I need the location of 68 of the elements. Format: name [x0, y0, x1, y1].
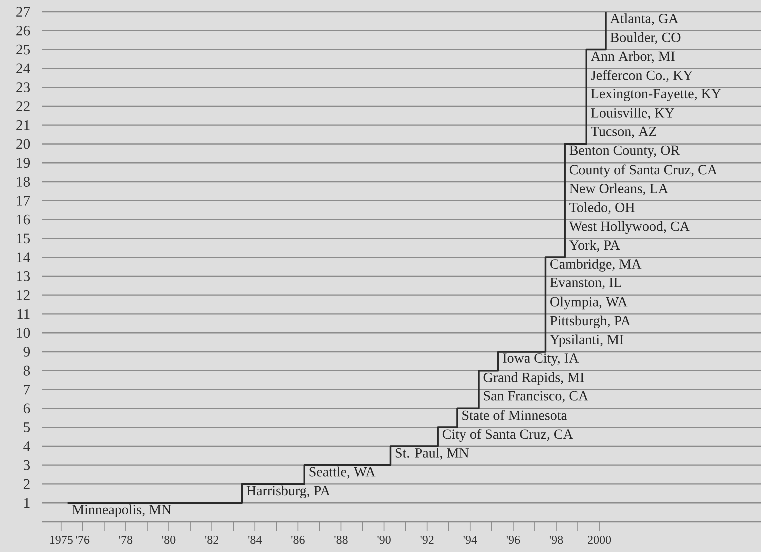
y-tick-label: 10 [17, 328, 30, 338]
x-tick-label: '80 [162, 536, 176, 544]
x-tick-label: '90 [378, 536, 391, 544]
y-tick-label: 7 [24, 384, 30, 395]
x-tick-label: '76 [76, 536, 90, 544]
annotation: Louisville, KY [591, 108, 675, 120]
annotation: State of Minnesota [462, 410, 568, 420]
x-tick-label: '84 [248, 536, 262, 544]
y-tick-label: 20 [16, 139, 30, 150]
y-tick-label: 27 [16, 7, 30, 17]
y-tick-label: 11 [18, 309, 30, 320]
x-tick-label: '92 [420, 536, 434, 544]
x-tick-label: 1975 [50, 536, 73, 544]
y-tick-label: 25 [16, 44, 30, 55]
annotation: Atlanta, GA [610, 14, 679, 26]
y-tick-label: 13 [17, 272, 30, 282]
x-tick-label: '88 [334, 536, 348, 544]
y-tick-label: 5 [24, 422, 30, 432]
y-tick-label: 1 [24, 498, 30, 508]
y-tick-label: 15 [17, 234, 30, 244]
y-tick-label: 19 [17, 158, 30, 168]
y-tick-label: 24 [16, 64, 30, 74]
x-tick-label: '94 [464, 536, 478, 544]
y-tick-label: 12 [17, 290, 30, 300]
annotation: County of Santa Cruz, CA [570, 164, 718, 178]
x-tick-label: '98 [550, 536, 564, 544]
y-tick-label: 22 [16, 102, 30, 112]
annotation: Pittsburgh, PA [550, 316, 631, 329]
annotation: New Orleans, LA [570, 184, 668, 196]
y-tick-label: 23 [16, 82, 30, 92]
annotation: Minneapolis, MN [72, 504, 172, 518]
y-tick-label: 21 [16, 120, 30, 130]
y-tick-label: 3 [24, 460, 30, 470]
y-tick-label: 2 [24, 479, 30, 490]
x-tick-label: '86 [292, 536, 305, 544]
annotation: Jeffercon Co., KY [591, 70, 693, 82]
annotation: Ann Arbor, MI [591, 51, 675, 64]
x-tick-label: '82 [205, 536, 218, 544]
annotation: Lexington-Fayette, KY [591, 89, 722, 102]
y-tick-label: 9 [24, 347, 30, 357]
annotation: Olympia, WA [550, 296, 628, 310]
annotation: Tucson, AZ [591, 126, 656, 138]
x-tick-label: '78 [119, 536, 133, 544]
annotation: Benton County, OR [570, 146, 680, 158]
y-tick-label: 14 [17, 252, 30, 262]
y-tick-label: 6 [24, 404, 30, 414]
annotation: York, PA [570, 240, 620, 252]
annotation: San Francisco, CA [484, 391, 589, 403]
y-tick-label: 16 [17, 214, 30, 225]
annotation: Seattle, WA [310, 466, 376, 479]
annotation: Boulder, CO [610, 32, 681, 44]
annotation: Ypsilanti, MI [550, 334, 624, 348]
annotation: Evanston, IL [550, 278, 622, 290]
y-tick-label: 18 [17, 177, 30, 187]
annotation: Harrisburg, PA [246, 486, 330, 499]
annotation: West Hollywood, CA [569, 221, 690, 234]
x-tick-label: '96 [506, 536, 520, 544]
annotation: St. Paul, MN [396, 448, 469, 460]
x-tick-label: 2000 [588, 536, 612, 544]
annotation: Iowa City, IA [503, 354, 579, 366]
y-tick-label: 17 [17, 196, 30, 206]
y-tick-label: 26 [16, 26, 30, 36]
annotation: Toledo, OH [570, 202, 635, 214]
annotation: Grand Rapids, MI [484, 372, 584, 386]
annotation: Cambridge, MA [550, 259, 642, 272]
y-tick-label: 8 [24, 366, 30, 376]
y-tick-label: 4 [24, 442, 30, 452]
annotation: City of Santa Cruz, CA [442, 429, 574, 442]
